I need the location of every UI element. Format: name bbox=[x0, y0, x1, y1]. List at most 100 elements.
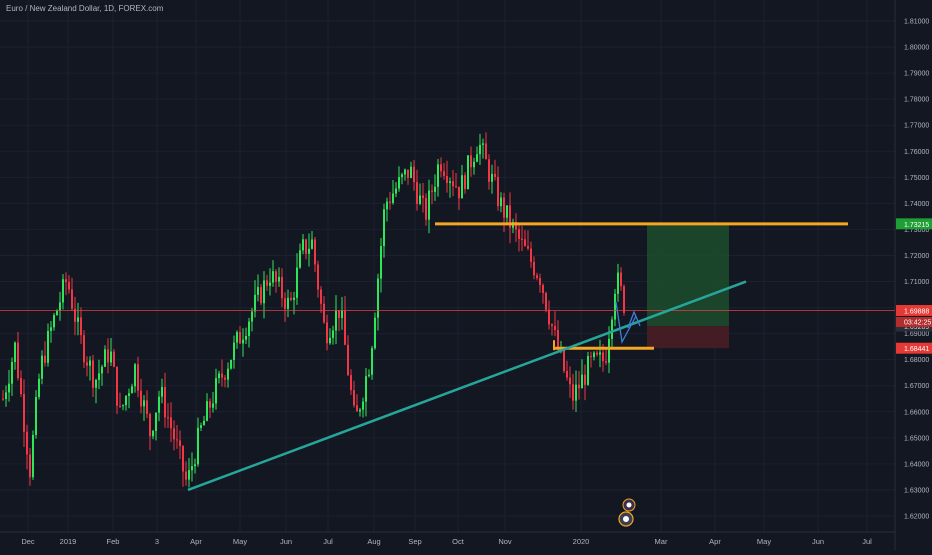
candle-body bbox=[206, 401, 208, 421]
candle-body bbox=[470, 155, 472, 168]
candle-body bbox=[248, 321, 250, 337]
countdown-label: 03:42:25 bbox=[904, 319, 931, 326]
candle-body bbox=[431, 190, 433, 192]
candle-body bbox=[611, 319, 613, 339]
candle-body bbox=[119, 405, 121, 407]
candle-body bbox=[59, 302, 61, 311]
candle-body bbox=[494, 173, 496, 177]
candle-body bbox=[50, 327, 52, 331]
candle-body bbox=[320, 289, 322, 304]
candle-body bbox=[68, 282, 70, 290]
earnings-icon-dot bbox=[623, 516, 629, 522]
candle-body bbox=[587, 356, 589, 385]
y-tick-label: 1.81000 bbox=[904, 19, 929, 26]
candle-body bbox=[335, 310, 337, 331]
candle-body bbox=[227, 368, 229, 380]
candle-body bbox=[572, 384, 574, 401]
candle-body bbox=[578, 384, 580, 389]
candle-body bbox=[290, 297, 292, 300]
candle-body bbox=[473, 161, 475, 168]
candle-body bbox=[134, 364, 136, 387]
current-price-label-bg bbox=[896, 304, 932, 316]
y-tick-label: 1.73000 bbox=[904, 227, 929, 234]
event-icon-dot bbox=[626, 502, 632, 508]
x-tick-label: Sep bbox=[408, 537, 421, 546]
candle-body bbox=[353, 390, 355, 406]
candle-body bbox=[437, 164, 439, 187]
candle-body bbox=[182, 446, 184, 472]
y-tick-label: 1.76000 bbox=[904, 149, 929, 156]
candle-body bbox=[506, 205, 508, 218]
entry-price-label: 1.69289 bbox=[904, 324, 929, 331]
stop-price-label-bg bbox=[896, 342, 932, 354]
candle-body bbox=[461, 175, 463, 199]
candle-body bbox=[131, 386, 133, 394]
candle-body bbox=[479, 144, 481, 155]
candle-body bbox=[149, 413, 151, 437]
candle-body bbox=[200, 425, 202, 428]
candle-body bbox=[251, 311, 253, 322]
candle-body bbox=[23, 394, 25, 432]
candle-body bbox=[116, 366, 118, 406]
y-tick-label: 1.66000 bbox=[904, 409, 929, 416]
target-zone bbox=[647, 223, 729, 327]
candle-body bbox=[143, 400, 145, 407]
candle-body bbox=[218, 373, 220, 379]
candle-body bbox=[224, 377, 226, 380]
candle-body bbox=[386, 201, 388, 210]
candle-body bbox=[269, 282, 271, 286]
candle-body bbox=[281, 276, 283, 299]
x-tick-label: Oct bbox=[452, 537, 465, 546]
candle-body bbox=[71, 289, 73, 309]
candle-body bbox=[551, 324, 553, 327]
candle-body bbox=[167, 417, 169, 419]
resistance-price-label-bg bbox=[896, 218, 932, 230]
x-tick-label: May bbox=[233, 537, 247, 546]
candle-body bbox=[65, 279, 67, 283]
candle-body bbox=[305, 239, 307, 254]
candle-body bbox=[440, 164, 442, 172]
candle-body bbox=[491, 173, 493, 182]
x-tick-label: Apr bbox=[190, 537, 202, 546]
projection-arrow-down bbox=[615, 301, 637, 345]
candle-body bbox=[260, 287, 262, 304]
candle-body bbox=[482, 143, 484, 145]
candle-body bbox=[458, 186, 460, 199]
candle-body bbox=[8, 383, 10, 393]
candle-body bbox=[77, 317, 79, 322]
candle-body bbox=[548, 309, 550, 325]
x-tick-label: 2019 bbox=[60, 537, 77, 546]
candle-body bbox=[395, 188, 397, 194]
candle-body bbox=[242, 339, 244, 344]
candle-body bbox=[302, 239, 304, 251]
candle-body bbox=[278, 276, 280, 282]
x-tick-label: Dec bbox=[21, 537, 35, 546]
candle-body bbox=[341, 310, 343, 318]
y-tick-label: 1.68000 bbox=[904, 357, 929, 364]
candle-body bbox=[89, 360, 91, 366]
candle-body bbox=[212, 403, 214, 408]
candle-body bbox=[29, 454, 31, 478]
x-tick-label: 2020 bbox=[573, 537, 590, 546]
candle-body bbox=[47, 330, 49, 363]
candle-body bbox=[596, 352, 598, 355]
candle-body bbox=[11, 362, 13, 384]
x-tick-label: Mar bbox=[655, 537, 668, 546]
y-tick-label: 1.69000 bbox=[904, 331, 929, 338]
candle-body bbox=[539, 277, 541, 285]
candle-body bbox=[398, 177, 400, 189]
candle-body bbox=[56, 310, 58, 316]
candle-body bbox=[380, 246, 382, 279]
stop-zone bbox=[647, 326, 729, 349]
x-tick-label: Apr bbox=[709, 537, 721, 546]
candle-body bbox=[176, 439, 178, 441]
candle-body bbox=[221, 373, 223, 378]
candle-body bbox=[515, 221, 517, 230]
candle-body bbox=[137, 364, 139, 391]
candle-body bbox=[191, 466, 193, 471]
candle-body bbox=[287, 297, 289, 309]
candle-body bbox=[188, 470, 190, 480]
candle-body bbox=[263, 280, 265, 304]
